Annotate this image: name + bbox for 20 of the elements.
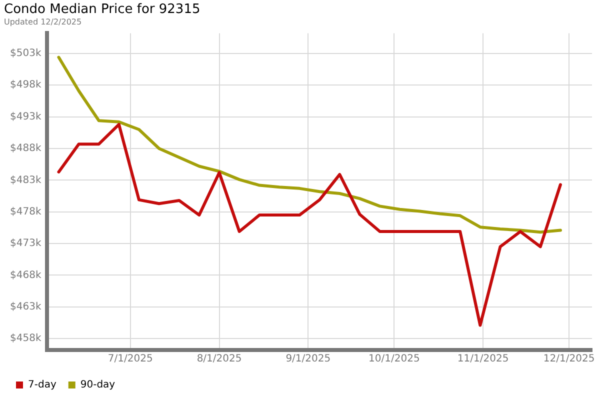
y-tick-label: $463k bbox=[10, 302, 42, 313]
legend-label: 90-day bbox=[80, 380, 116, 391]
y-tick-label: $498k bbox=[10, 80, 42, 91]
y-tick-label: $478k bbox=[10, 206, 42, 218]
y-tick-label: $458k bbox=[10, 333, 42, 344]
x-tick-label: 10/1/2025 bbox=[368, 354, 420, 365]
y-tick-label: $503k bbox=[10, 48, 42, 60]
x-tick-label: 12/1/2025 bbox=[543, 354, 595, 365]
x-tick-label: 11/1/2025 bbox=[457, 354, 509, 365]
x-tick-label: 9/1/2025 bbox=[286, 354, 331, 365]
chart-title: Condo Median Price for 92315 bbox=[4, 2, 200, 18]
x-tick-label: 8/1/2025 bbox=[196, 354, 242, 365]
y-tick-label: $473k bbox=[10, 238, 42, 250]
y-tick-label: $488k bbox=[10, 143, 42, 154]
legend-label: 7-day bbox=[28, 380, 56, 391]
y-tick-label: $493k bbox=[10, 111, 42, 122]
x-tick-label: 7/1/2025 bbox=[108, 354, 153, 365]
chart-subtitle: Updated 12/2/2025 bbox=[4, 17, 82, 26]
y-tick-label: $483k bbox=[10, 174, 42, 186]
y-tick-label: $468k bbox=[10, 270, 42, 281]
